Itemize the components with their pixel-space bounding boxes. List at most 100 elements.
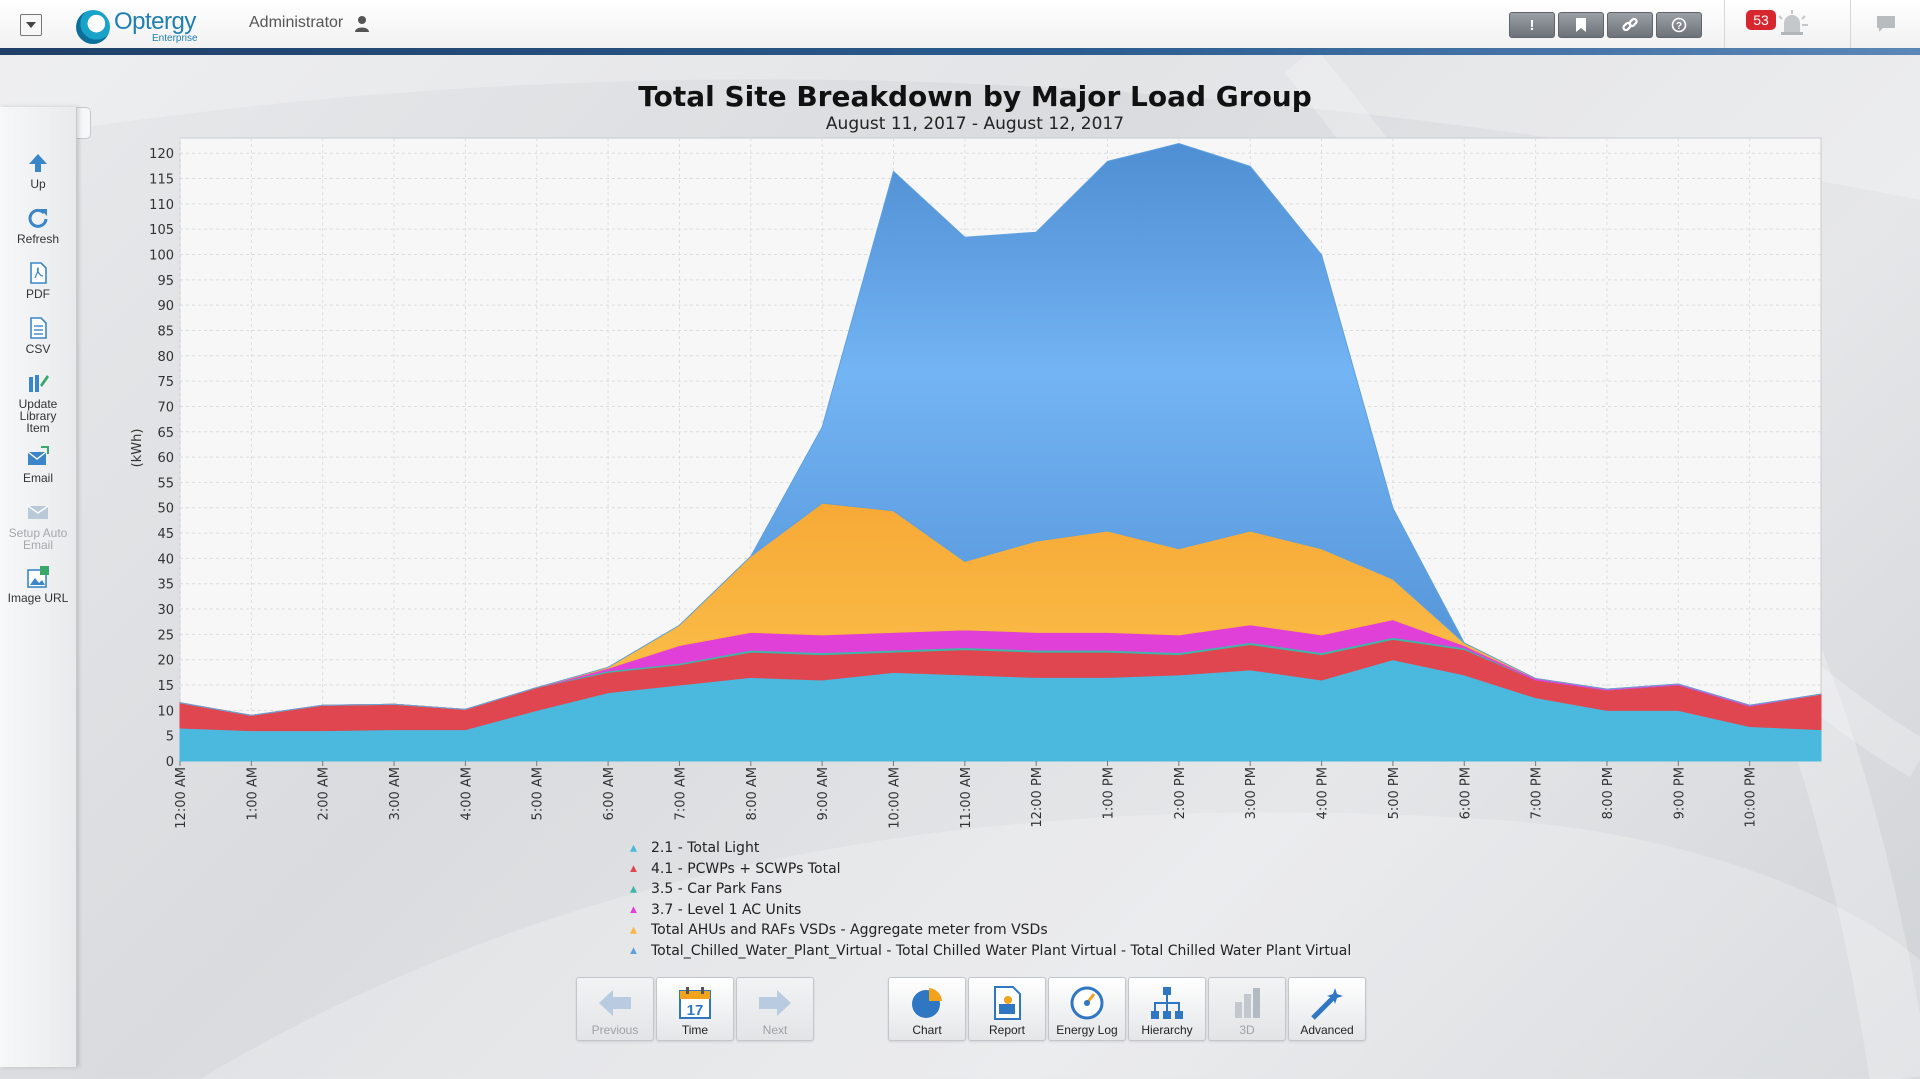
left-sidebar: Up Refresh PDF CSV Update Library Item E…: [0, 107, 77, 1067]
sidebar-item-up[interactable]: Up: [0, 151, 76, 190]
sidebar-item-email[interactable]: Email: [0, 445, 76, 484]
y-tick-label: 100: [149, 248, 174, 263]
x-tick-label: 6:00 PM: [1458, 767, 1473, 819]
sidebar-item-update-library[interactable]: Update Library Item: [8, 371, 68, 434]
y-tick-label: 55: [157, 476, 174, 491]
legend-item[interactable]: 4.1 - PCWPs + SCWPs Total: [630, 859, 1351, 880]
sidebar-item-pdf[interactable]: PDF: [0, 261, 76, 300]
x-tick-label: 8:00 PM: [1601, 767, 1616, 819]
right-arrow-icon: [759, 990, 791, 1016]
y-axis-label: (kWh): [130, 429, 145, 468]
x-tick-label: 11:00 AM: [959, 767, 974, 829]
3d-button[interactable]: 3D: [1208, 977, 1286, 1041]
y-tick-label: 40: [157, 552, 174, 567]
y-tick-label: 10: [157, 704, 174, 719]
help-button[interactable]: ?: [1656, 12, 1702, 38]
x-tick-label: 9:00 PM: [1672, 767, 1687, 819]
up-arrow-icon: [29, 154, 47, 172]
x-tick-label: 2:00 AM: [317, 767, 332, 820]
y-tick-label: 45: [157, 527, 174, 542]
chart-subtitle: August 11, 2017 - August 12, 2017: [825, 114, 1125, 134]
legend-label: Total_Chilled_Water_Plant_Virtual - Tota…: [651, 942, 1352, 959]
optergy-logo[interactable]: Optergy Enterprise: [76, 8, 216, 44]
chart-title: Total Site Breakdown by Major Load Group: [638, 80, 1312, 113]
y-axis-ticks: 0 5 10 15 20 25 30 35 40 45 50 55 60 65 70 75 80 85 90 95 10…: [149, 147, 174, 770]
y-tick-label: 120: [149, 147, 174, 162]
button-label: Advanced: [1300, 1023, 1354, 1037]
x-tick-label: 6:00 AM: [602, 767, 617, 820]
gauge-icon: [1070, 986, 1104, 1020]
link-button[interactable]: [1607, 12, 1653, 38]
help-icon: ?: [1671, 17, 1687, 33]
x-tick-label: 7:00 PM: [1530, 767, 1545, 819]
left-arrow-icon: [599, 990, 631, 1016]
csv-icon: [30, 317, 47, 339]
y-tick-label: 65: [157, 426, 174, 441]
alert-icon: !: [1529, 16, 1535, 34]
y-tick-label: 110: [149, 198, 174, 213]
y-tick-label: 95: [157, 274, 174, 289]
sidebar-item-label: Setup Auto Email: [8, 526, 68, 552]
report-icon: [994, 986, 1021, 1020]
time-button[interactable]: 17 Time: [656, 977, 734, 1041]
y-tick-label: 85: [157, 324, 174, 339]
link-icon: [1622, 17, 1638, 32]
divider: [1724, 0, 1725, 48]
next-button[interactable]: Next: [736, 977, 814, 1041]
legend-item[interactable]: Total_Chilled_Water_Plant_Virtual - Tota…: [630, 941, 1351, 962]
y-tick-label: 20: [157, 654, 174, 669]
y-tick-label: 80: [157, 350, 174, 365]
x-tick-label: 12:00 PM: [1030, 767, 1045, 828]
previous-button[interactable]: Previous: [576, 977, 654, 1041]
legend-marker-icon: [630, 947, 637, 955]
bookmark-button[interactable]: [1558, 12, 1604, 38]
hierarchy-button[interactable]: Hierarchy: [1128, 977, 1206, 1041]
user-name[interactable]: Administrator: [249, 14, 344, 31]
x-tick-label: 3:00 PM: [1244, 767, 1259, 819]
button-label: Next: [762, 1023, 788, 1037]
bookmark-icon: [1576, 18, 1586, 32]
image-url-icon: [27, 566, 49, 588]
advanced-button[interactable]: Advanced: [1288, 977, 1366, 1041]
menu-toggle-button[interactable]: [20, 14, 42, 36]
legend-item[interactable]: 2.1 - Total Light: [630, 838, 1351, 859]
hierarchy-icon: [1151, 987, 1183, 1019]
sidebar-item-label: Refresh: [16, 232, 60, 246]
header-stripe: [0, 48, 1920, 55]
sidebar-item-csv[interactable]: CSV: [0, 316, 76, 355]
legend-marker-icon: [630, 865, 637, 873]
legend-item[interactable]: Total AHUs and RAFs VSDs - Aggregate met…: [630, 920, 1351, 941]
sidebar-item-image-url[interactable]: Image URL: [0, 565, 76, 604]
legend-item[interactable]: 3.5 - Car Park Fans: [630, 879, 1351, 900]
chart-button[interactable]: Chart: [888, 977, 966, 1041]
legend-marker-icon: [630, 844, 637, 852]
y-tick-label: 90: [157, 299, 174, 314]
legend-item[interactable]: 3.7 - Level 1 AC Units: [630, 900, 1351, 921]
legend-label: 4.1 - PCWPs + SCWPs Total: [651, 860, 841, 877]
chat-icon[interactable]: [1876, 15, 1896, 33]
y-tick-label: 75: [157, 375, 174, 390]
sidebar-item-refresh[interactable]: Refresh: [0, 206, 76, 245]
calendar-icon: 17: [679, 987, 711, 1019]
alarm-siren-icon[interactable]: [1776, 10, 1808, 36]
x-tick-label: 4:00 AM: [459, 767, 474, 820]
x-tick-label: 12:00 AM: [174, 767, 189, 829]
user-icon[interactable]: [354, 15, 370, 33]
y-tick-label: 35: [157, 578, 174, 593]
sidebar-item-setup-auto-email[interactable]: Setup Auto Email: [0, 500, 76, 551]
energy-log-button[interactable]: Energy Log: [1048, 977, 1126, 1041]
button-label: Report: [988, 1023, 1026, 1037]
sidebar-item-label: PDF: [26, 287, 50, 301]
x-tick-label: 2:00 PM: [1173, 767, 1188, 819]
magic-wand-icon: [1311, 988, 1343, 1020]
alert-button[interactable]: !: [1509, 12, 1555, 38]
pie-chart-icon: [912, 988, 942, 1018]
report-button[interactable]: Report: [968, 977, 1046, 1041]
legend-marker-icon: [630, 906, 637, 914]
sidebar-item-label: Email: [22, 471, 53, 485]
pdf-icon: [30, 262, 47, 284]
sidebar-item-label: Image URL: [7, 591, 69, 605]
x-tick-label: 4:00 PM: [1316, 767, 1331, 819]
logo-subtext: Enterprise: [152, 33, 198, 44]
alarm-count-badge[interactable]: 53: [1746, 10, 1776, 30]
